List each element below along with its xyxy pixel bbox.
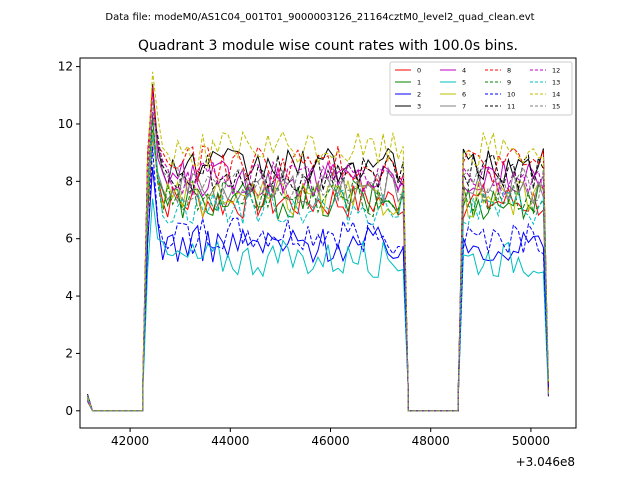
suptitle: Data file: modeM0/AS1C04_001T01_90000031…	[105, 12, 534, 23]
series-line-12	[87, 111, 549, 412]
series-line-13	[87, 134, 549, 412]
legend-label-9: 9	[507, 79, 511, 87]
series-line-6	[87, 132, 549, 412]
legend-label-4: 4	[462, 67, 466, 75]
y-tick-label: 10	[58, 117, 73, 131]
legend-label-11: 11	[507, 103, 515, 111]
series-line-0	[87, 135, 549, 412]
x-offset-label: +3.046e8	[516, 455, 575, 469]
series-line-7	[87, 118, 549, 412]
plot-frame	[79, 57, 577, 429]
series-lines	[87, 71, 549, 412]
legend-label-2: 2	[417, 91, 421, 99]
x-tick-label: 50000	[512, 434, 550, 448]
legend-label-7: 7	[462, 103, 466, 111]
legend-label-6: 6	[462, 91, 466, 99]
series-line-11	[87, 111, 549, 412]
legend-label-15: 15	[552, 103, 560, 111]
y-tick-label: 12	[58, 60, 73, 74]
y-tick-label: 4	[65, 289, 73, 303]
legend-label-8: 8	[507, 67, 511, 75]
legend-label-3: 3	[417, 103, 421, 111]
x-tick-label: 48000	[412, 434, 450, 448]
legend-label-10: 10	[507, 91, 515, 99]
legend-label-0: 0	[417, 67, 421, 75]
chart-title: Quadrant 3 module wise count rates with …	[138, 38, 518, 54]
series-line-8	[87, 86, 549, 412]
y-tick-label: 6	[65, 232, 73, 246]
y-tick-label: 0	[65, 404, 73, 418]
series-line-5	[87, 198, 549, 412]
series-line-2	[87, 167, 549, 412]
x-tick-label: 46000	[311, 434, 349, 448]
y-tick-label: 8	[65, 174, 73, 188]
x-tick-label: 42000	[111, 434, 149, 448]
legend-label-5: 5	[462, 79, 466, 87]
y-tick-label: 2	[65, 346, 73, 360]
series-line-9	[87, 115, 549, 412]
x-tick-label: 44000	[211, 434, 249, 448]
series-line-10	[87, 146, 549, 412]
series-line-14	[87, 71, 549, 412]
legend-box	[389, 61, 573, 116]
legend-label-14: 14	[552, 91, 560, 99]
series-line-15	[87, 100, 549, 412]
x-axis: 42000 44000 46000 48000 50000	[111, 428, 550, 448]
y-axis: 0 2 4 6 8 10 12	[58, 60, 80, 418]
legend-label-1: 1	[417, 79, 421, 87]
legend-label-12: 12	[552, 67, 560, 75]
legend-label-13: 13	[552, 79, 560, 87]
